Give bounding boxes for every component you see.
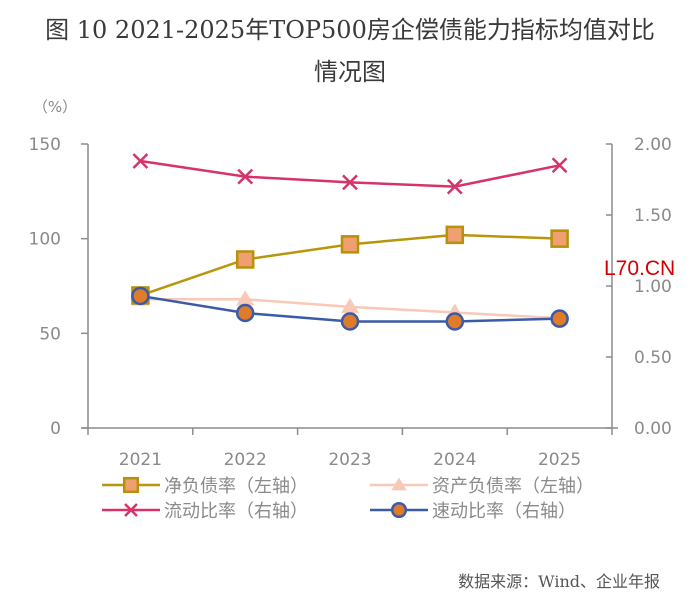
left-axis-tick-label: 150 (29, 135, 61, 155)
right-axis-tick-label: 0.00 (634, 419, 672, 439)
chart-title-line2: 情况图 (314, 58, 386, 86)
left-axis-tick-label: 0 (50, 419, 61, 439)
x-marker-stroke (237, 168, 254, 185)
legend-item: 资产负债率（左轴） (370, 476, 594, 497)
circle-marker (131, 286, 150, 306)
square-marker (550, 229, 569, 248)
x-marker-stroke (124, 503, 138, 517)
square-marker (445, 225, 465, 245)
circle-marker (340, 312, 360, 331)
series-3 (131, 286, 569, 331)
series-group (131, 153, 569, 331)
legend-label: 流动比率（右轴） (164, 501, 308, 522)
x-axis-tick-label: 2025 (538, 450, 581, 470)
x-marker-stroke (551, 157, 568, 174)
square-marker (122, 476, 140, 494)
left-axis-unit-label: （%） (33, 98, 77, 116)
x-marker-stroke (132, 153, 149, 169)
x-marker (124, 503, 138, 517)
data-source: 数据来源：Wind、企业年报 (458, 572, 660, 591)
x-marker (342, 174, 358, 191)
x-axis-tick-label: 2022 (224, 450, 267, 470)
triangle-marker (236, 290, 255, 306)
legend-item: 速动比率（右轴） (370, 501, 576, 522)
x-axis-tick-label: 2021 (119, 450, 162, 470)
left-axis-tick-label: 100 (29, 230, 61, 250)
left-axis-tick-label: 50 (39, 324, 61, 344)
x-axis-tick-label: 2024 (433, 450, 476, 470)
triangle-marker (391, 477, 407, 491)
legend-label: 速动比率（右轴） (432, 501, 576, 522)
axes: 0 50 100 150 （%） 0.00 0.50 1.00 1.50 2.00 2021 2022… (29, 98, 672, 470)
circle-marker (235, 303, 255, 323)
legend: 净负债率（左轴） 资产负债率（左轴） 流动比率（右轴） 速动比率（右轴） (102, 476, 594, 522)
x-marker-stroke (342, 174, 358, 191)
legend-item: 净负债率（左轴） (102, 476, 308, 497)
series-0 (131, 225, 569, 305)
right-axis-tick-label: 2.00 (634, 135, 672, 155)
chart-title-line1: 图 10 2021-2025年TOP500房企偿债能力指标均值对比 (45, 16, 655, 44)
x-marker (237, 168, 254, 185)
circle-marker (445, 312, 465, 331)
legend-item: 流动比率（右轴） (102, 501, 308, 522)
legend-label: 资产负债率（左轴） (432, 476, 594, 497)
x-marker (446, 178, 463, 195)
right-axis-tick-label: 1.00 (634, 277, 672, 297)
x-marker-stroke (446, 178, 463, 195)
square-marker (340, 235, 360, 254)
x-axis-tick-label: 2023 (328, 450, 371, 470)
x-marker (132, 153, 149, 169)
series-2 (132, 153, 568, 195)
right-axis-tick-label: 1.50 (634, 206, 672, 226)
square-marker (235, 250, 255, 269)
watermark: L70.CN (604, 257, 676, 280)
triangle-marker (341, 297, 359, 314)
legend-label: 净负债率（左轴） (164, 476, 308, 497)
right-axis-tick-label: 0.50 (634, 348, 672, 368)
x-marker (551, 157, 568, 174)
circle-marker (390, 501, 408, 519)
circle-marker (550, 309, 569, 328)
